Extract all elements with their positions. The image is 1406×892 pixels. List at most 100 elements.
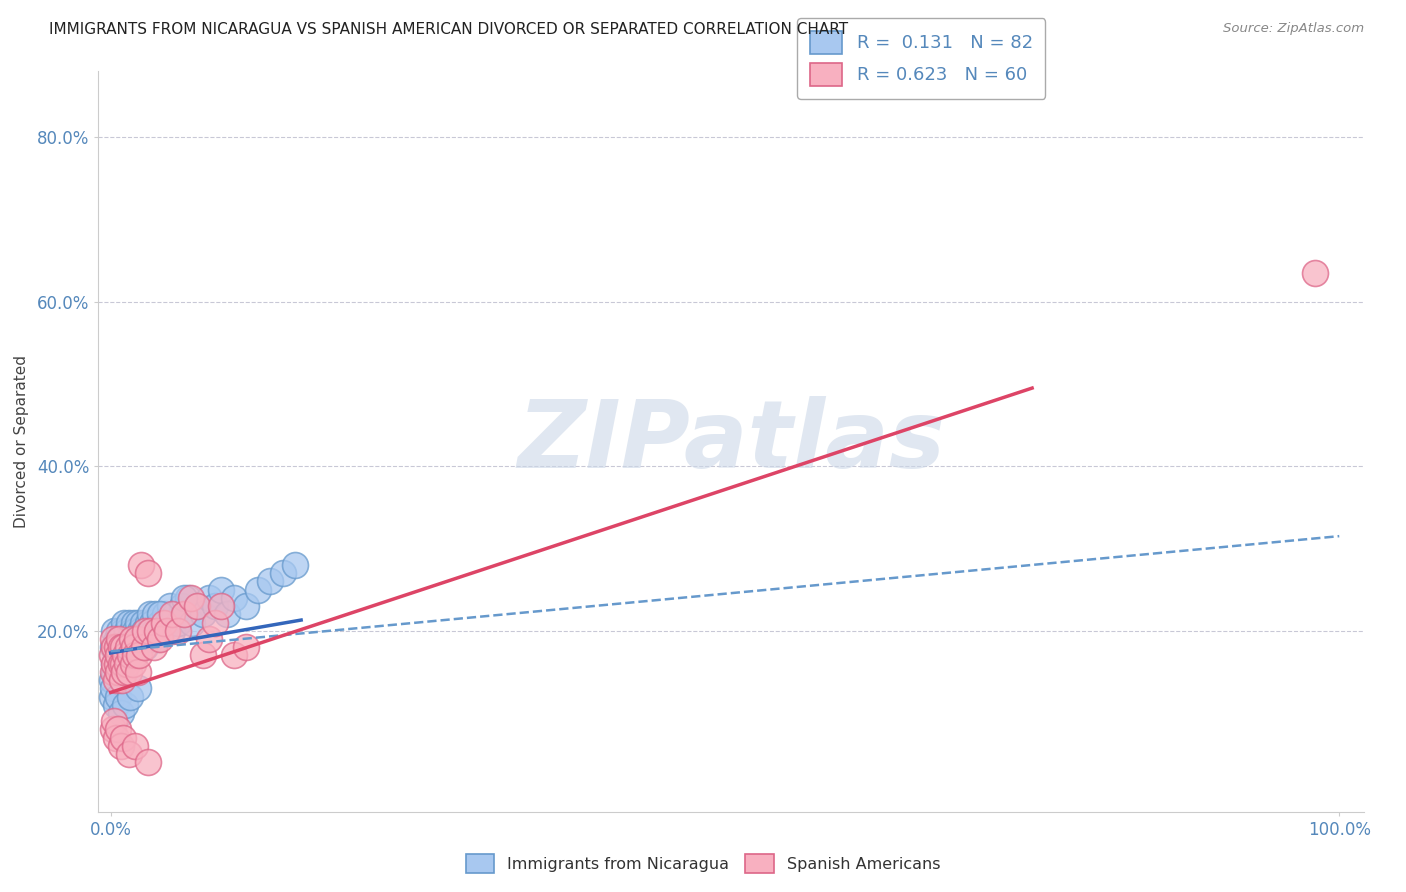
Point [150, 624, 173, 638]
Point [142, 624, 165, 638]
Point [163, 607, 186, 622]
Point [103, 657, 125, 671]
Point [128, 648, 150, 663]
Point [110, 739, 132, 753]
Point [120, 648, 142, 663]
Point [105, 632, 128, 646]
Point [124, 739, 146, 753]
Point [103, 657, 125, 671]
Point [101, 690, 124, 704]
Point [104, 648, 127, 663]
Point [156, 615, 179, 630]
Point [103, 640, 125, 655]
Point [122, 615, 145, 630]
Point [101, 648, 124, 663]
Point [121, 624, 143, 638]
Point [191, 648, 214, 663]
Point [167, 615, 190, 630]
Text: Source: ZipAtlas.com: Source: ZipAtlas.com [1223, 22, 1364, 36]
Point [167, 624, 190, 638]
Point [173, 607, 195, 622]
Point [121, 632, 143, 646]
Point [191, 607, 214, 622]
Point [125, 632, 148, 646]
Point [121, 632, 143, 646]
Point [127, 681, 149, 696]
Point [135, 632, 157, 646]
Point [115, 657, 138, 671]
Point [114, 632, 136, 646]
Point [112, 665, 135, 679]
Point [235, 640, 257, 655]
Point [118, 747, 141, 761]
Point [121, 657, 143, 671]
Point [115, 624, 138, 638]
Point [204, 615, 226, 630]
Point [108, 624, 131, 638]
Point [104, 731, 127, 745]
Point [198, 632, 221, 646]
Point [146, 624, 169, 638]
Text: IMMIGRANTS FROM NICARAGUA VS SPANISH AMERICAN DIVORCED OR SEPARATED CORRELATION : IMMIGRANTS FROM NICARAGUA VS SPANISH AME… [49, 22, 848, 37]
Point [103, 624, 125, 638]
Point [134, 624, 156, 638]
Point [110, 657, 132, 671]
Point [142, 640, 165, 655]
Point [209, 582, 232, 597]
Point [101, 681, 124, 696]
Point [114, 648, 136, 663]
Point [112, 648, 135, 663]
Point [111, 657, 134, 671]
Y-axis label: Divorced or Separated: Divorced or Separated [14, 355, 28, 528]
Point [235, 599, 257, 613]
Point [111, 640, 134, 655]
Point [118, 632, 141, 646]
Point [131, 615, 153, 630]
Point [105, 640, 128, 655]
Point [259, 574, 281, 589]
Point [159, 599, 181, 613]
Point [110, 640, 132, 655]
Point [107, 665, 129, 679]
Point [125, 632, 148, 646]
Point [101, 632, 124, 646]
Point [247, 582, 270, 597]
Point [204, 599, 226, 613]
Point [139, 624, 162, 638]
Point [128, 640, 150, 655]
Point [101, 665, 124, 679]
Point [117, 648, 139, 663]
Point [124, 648, 146, 663]
Point [124, 624, 146, 638]
Point [160, 624, 183, 638]
Point [149, 607, 172, 622]
Point [111, 673, 134, 687]
Point [134, 640, 156, 655]
Point [101, 640, 124, 655]
Point [209, 599, 232, 613]
Point [103, 665, 125, 679]
Point [222, 591, 245, 605]
Point [156, 624, 179, 638]
Point [104, 698, 127, 712]
Point [111, 624, 134, 638]
Point [118, 665, 141, 679]
Point [139, 607, 162, 622]
Point [173, 591, 195, 605]
Point [127, 665, 149, 679]
Point [131, 632, 153, 646]
Point [117, 640, 139, 655]
Point [131, 558, 153, 572]
Point [173, 607, 195, 622]
Point [103, 714, 125, 729]
Point [138, 624, 160, 638]
Point [120, 640, 142, 655]
Point [132, 640, 155, 655]
Point [115, 640, 138, 655]
Point [122, 640, 145, 655]
Point [217, 607, 239, 622]
Point [107, 657, 129, 671]
Legend: R =  0.131   N = 82, R = 0.623   N = 60: R = 0.131 N = 82, R = 0.623 N = 60 [797, 18, 1046, 99]
Point [186, 599, 208, 613]
Point [124, 640, 146, 655]
